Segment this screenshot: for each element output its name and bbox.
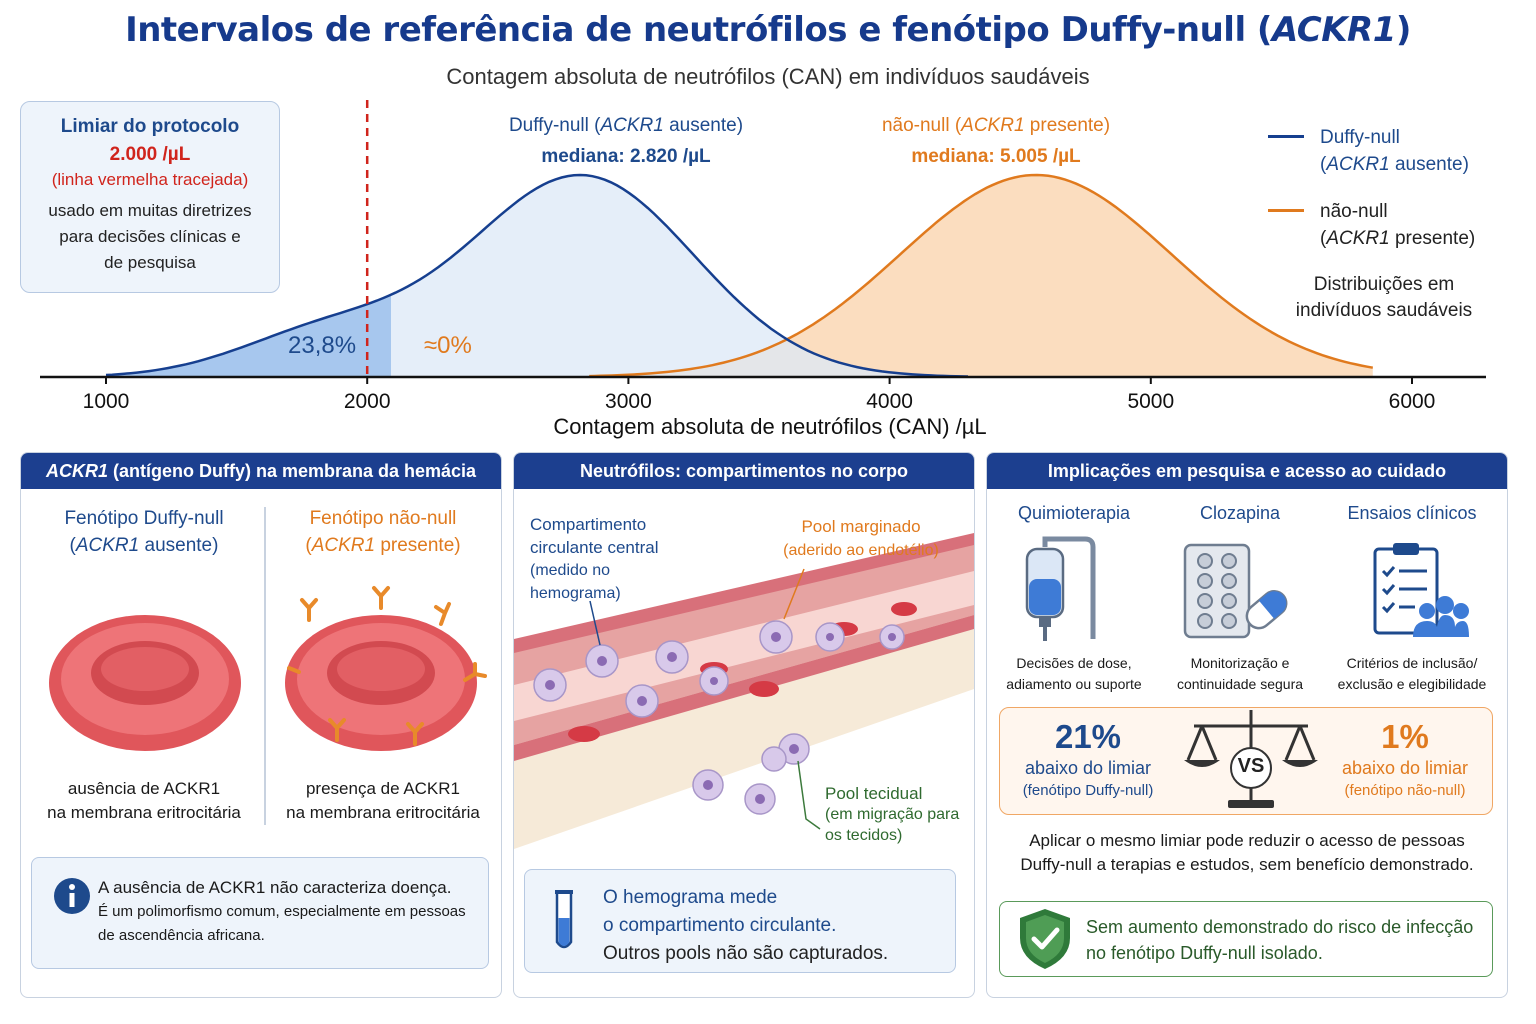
- chart-legend: Duffy-null (ACKR1 ausente) não-null (ACK…: [1268, 124, 1508, 324]
- col-chemotherapy-desc: Decisões de dose, adiamento ou suporte: [1006, 655, 1142, 692]
- duffy-null-caption: ausência de ACKR1 na membrana eritrocitá…: [47, 779, 241, 822]
- shield-check-icon: [1020, 909, 1070, 969]
- x-axis-label: Contagem absoluta de neutrófilos (CAN) /…: [553, 414, 987, 439]
- threshold-value: 2.000 /µL: [109, 144, 191, 165]
- nonnull-caption: presença de ACKR1 na membrana eritrocitá…: [286, 779, 480, 822]
- iv-bag-icon: [1025, 536, 1096, 641]
- series-label-nonnull: não-null (ACKR1 presente) mediana: 5.005…: [836, 110, 1156, 172]
- panel3-header: Implicações em pesquisa e acesso ao cuid…: [987, 453, 1507, 489]
- label-tissue-pool: Pool tecidual (em migração para os tecid…: [825, 784, 960, 844]
- info-icon: [54, 878, 90, 914]
- balance-scale-icon: [1184, 710, 1318, 808]
- x-tick-label-5000: 5000: [1127, 390, 1174, 413]
- area-duffy-below-threshold: [106, 294, 391, 377]
- panel-compartments: Neutrófilos: compartimentos no corpo: [513, 452, 975, 998]
- x-tick-label-4000: 4000: [866, 390, 913, 413]
- legend-note: Distribuições em indivíduos saudáveis: [1295, 274, 1473, 321]
- hemogram-note-text: O hemograma mede o compartimento circula…: [603, 887, 889, 964]
- duffy-below-threshold: 21% abaixo do limiar (fenótipo Duffy-nul…: [1022, 718, 1154, 799]
- info-box: A ausência de ACKR1 não caracteriza doen…: [31, 857, 489, 969]
- blood-vessel-illustration: [514, 533, 974, 849]
- col-trials-desc: Critérios de inclusão/exclusão e elegibi…: [1337, 655, 1487, 692]
- col-clozapine-desc: Monitorização e continuidade segura: [1176, 655, 1304, 692]
- nonnull-below-threshold: 1% abaixo do limiar (fenótipo não-null): [1341, 718, 1469, 799]
- series-label-duffy: Duffy-null (ACKR1 ausente) mediana: 2.82…: [466, 110, 786, 172]
- pill-blister-icon: [1183, 543, 1288, 639]
- x-tick-label-2000: 2000: [344, 390, 391, 413]
- page-subtitle: Contagem absoluta de neutrófilos (CAN) e…: [446, 64, 1090, 89]
- legend-item-nonnull: não-null (ACKR1 presente): [1268, 198, 1508, 252]
- col-clozapine-title: Clozapina: [1199, 503, 1281, 523]
- median-label-nonnull: mediana: 5.005 /µL: [911, 146, 1081, 167]
- x-tick-label-3000: 3000: [605, 390, 652, 413]
- panel-implications: Implicações em pesquisa e acesso ao cuid…: [986, 452, 1508, 998]
- duffy-null-heading: Fenótipo Duffy-null (ACKR1 ausente): [64, 508, 224, 556]
- threshold-description: usado em muitas diretrizes para decisões…: [48, 201, 252, 272]
- infection-risk-text: Sem aumento demonstrado do risco de infe…: [1086, 917, 1474, 963]
- threshold-comparison-box: 21% abaixo do limiar (fenótipo Duffy-nul…: [999, 707, 1493, 815]
- threshold-box: Limiar do protocolo 2.000 /µL (linha ver…: [20, 101, 280, 293]
- panel-ackr1-membrane: ACKR1 (antígeno Duffy) na membrana da he…: [20, 452, 502, 998]
- legend-item-duffy: Duffy-null (ACKR1 ausente): [1268, 124, 1508, 178]
- col-trials-title: Ensaios clínicos: [1347, 503, 1477, 523]
- line-nonnull: [589, 173, 1374, 378]
- rbc-nonnull-icon: [285, 586, 487, 751]
- test-tube-icon: [555, 890, 573, 949]
- threshold-title: Limiar do protocolo: [60, 116, 240, 137]
- info-text: A ausência de ACKR1 não caracteriza doen…: [98, 878, 466, 944]
- panel2-header: Neutrófilos: compartimentos no corpo: [514, 453, 974, 489]
- page-title: Intervalos de referência de neutrófilos …: [125, 10, 1411, 50]
- threshold-note: (linha vermelha tracejada): [51, 170, 249, 189]
- distribution-chart: 1000 2000 3000 4000 5000 6000: [40, 100, 1486, 413]
- infection-risk-note: Sem aumento demonstrado do risco de infe…: [999, 901, 1493, 977]
- vs-label: VS: [1237, 755, 1265, 777]
- nonnull-heading: Fenótipo não-null (ACKR1 presente): [305, 508, 461, 556]
- x-tick-label-6000: 6000: [1389, 390, 1436, 413]
- x-tick-label-1000: 1000: [83, 390, 130, 413]
- pct-below-nonnull: ≈0%: [424, 332, 472, 359]
- rbc-duffy-null-icon: [49, 615, 241, 751]
- label-marginal-pool: Pool marginado (aderido ao endotélio): [783, 517, 939, 559]
- clipboard-icon: [1373, 543, 1469, 637]
- access-impact-text: Aplicar o mesmo limiar pode reduzir o ac…: [1020, 831, 1474, 874]
- area-nonnull: [589, 175, 1373, 377]
- pct-below-duffy: 23,8%: [288, 332, 357, 359]
- line-duffy: [105, 173, 969, 378]
- label-central-compartment: Compartimento circulante central (medido…: [530, 515, 659, 602]
- col-chemotherapy-title: Quimioterapia: [1017, 503, 1131, 523]
- panel1-divider: [264, 507, 266, 825]
- median-label-duffy: mediana: 2.820 /µL: [541, 146, 711, 167]
- panel1-header: ACKR1 (antígeno Duffy) na membrana da he…: [21, 453, 501, 489]
- hemogram-note-box: O hemograma mede o compartimento circula…: [524, 869, 956, 973]
